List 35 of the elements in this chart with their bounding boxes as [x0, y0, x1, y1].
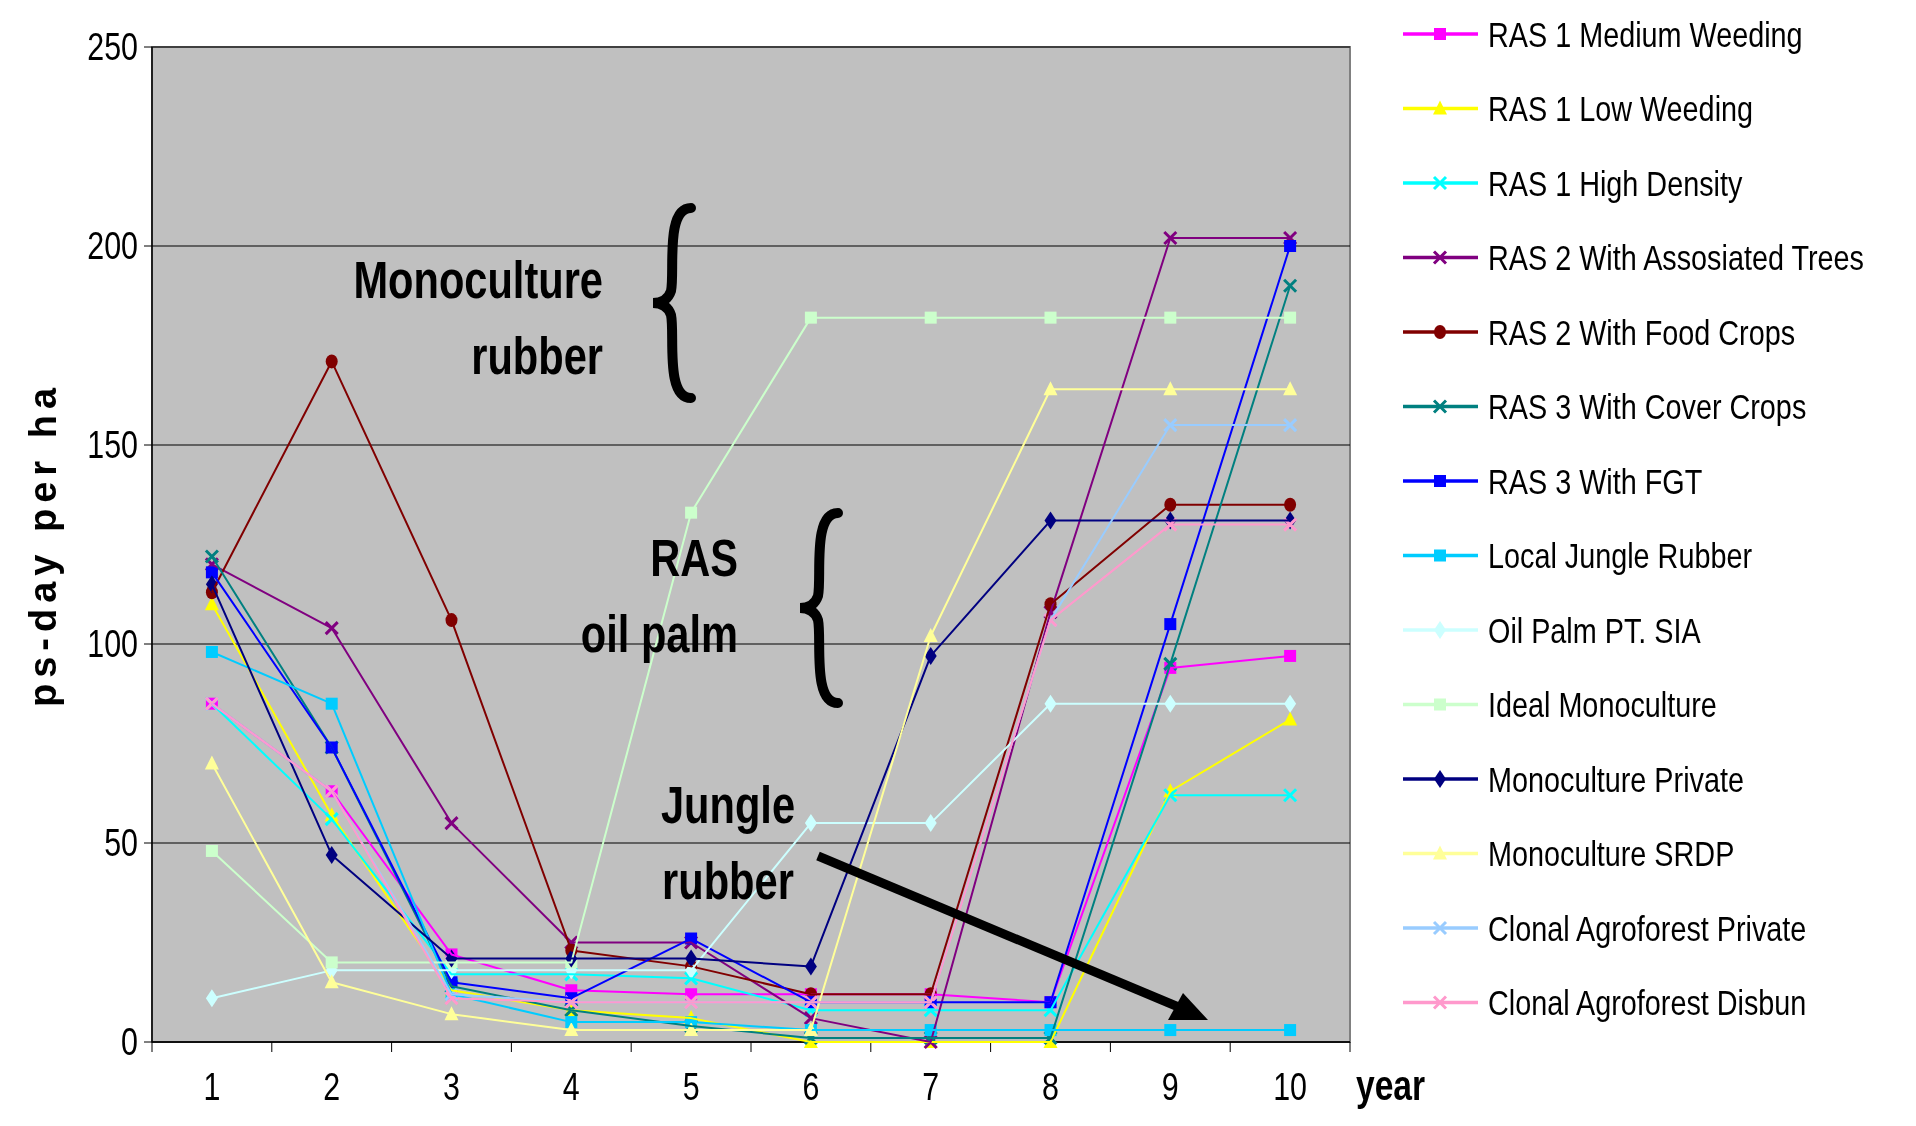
legend-label: Monoculture SRDP	[1488, 832, 1735, 874]
annotation: RAS oil palm	[580, 528, 738, 664]
legend-label: Monoculture Private	[1488, 758, 1744, 800]
legend-label: Local Jungle Rubber	[1488, 534, 1753, 576]
legend-label: RAS 2 With Food Crops	[1488, 311, 1796, 353]
x-axis-title: year	[1356, 1062, 1426, 1109]
y-tick-label: 50	[104, 822, 138, 865]
y-tick-label: 200	[87, 225, 138, 268]
legend-label: RAS 1 Medium Weeding	[1488, 13, 1803, 55]
x-tick-label: 10	[1273, 1065, 1308, 1108]
x-tick-label: 5	[682, 1065, 700, 1108]
legend-label: RAS 2 With Assosiated Trees	[1488, 236, 1864, 278]
y-tick-label: 250	[87, 26, 138, 69]
x-tick-label: 7	[922, 1065, 940, 1108]
annotation: Jungle rubber	[660, 775, 796, 911]
y-tick-label: 0	[121, 1021, 138, 1064]
legend-label: Clonal Agroforest Disbun	[1488, 981, 1807, 1023]
x-tick-label: 8	[1042, 1065, 1059, 1108]
legend-label: RAS 1 Low Weeding	[1488, 87, 1754, 129]
x-tick-label: 6	[802, 1065, 820, 1108]
x-tick-label: 1	[203, 1065, 221, 1108]
x-tick-label: 4	[562, 1065, 580, 1108]
legend-label: RAS 1 High Density	[1488, 162, 1743, 204]
y-axis-title: ps-day per ha	[22, 381, 64, 708]
legend-label: Ideal Monoculture	[1488, 683, 1717, 725]
legend-label: Oil Palm PT. SIA	[1488, 609, 1701, 651]
legend-label: RAS 3 With Cover Crops	[1488, 385, 1807, 427]
x-tick-label: 2	[323, 1065, 341, 1108]
legend-label: RAS 3 With FGT	[1488, 460, 1703, 502]
x-tick-label: 9	[1161, 1065, 1179, 1108]
y-tick-label: 150	[87, 424, 138, 467]
x-tick-label: 3	[443, 1065, 460, 1108]
y-tick-label: 100	[87, 623, 138, 666]
legend-label: Clonal Agroforest Private	[1488, 907, 1807, 949]
annotation: Monoculture rubber	[353, 250, 603, 386]
